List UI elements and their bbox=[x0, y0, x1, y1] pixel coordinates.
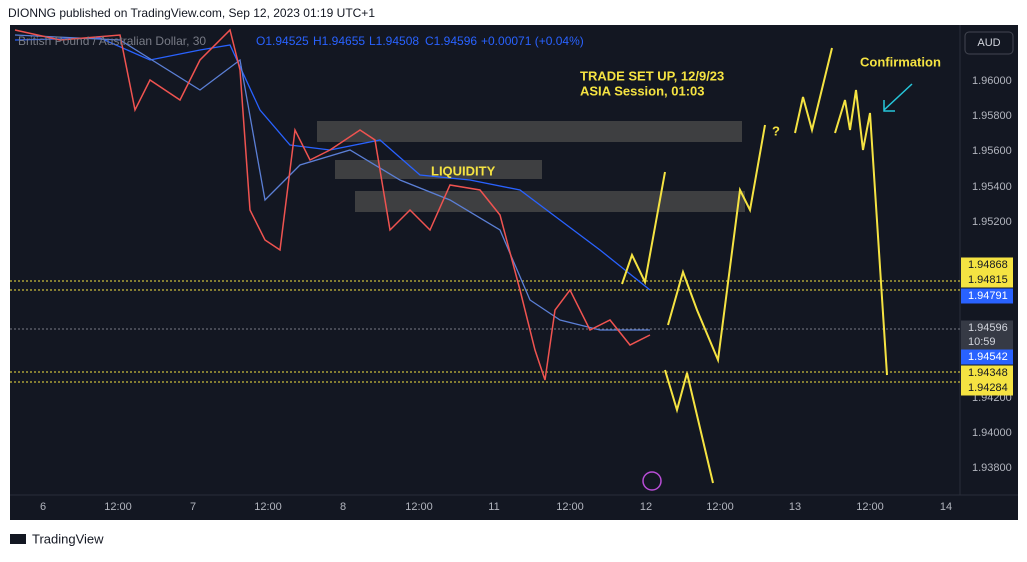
time-label: 13 bbox=[789, 501, 801, 513]
price-label: 1.93800 bbox=[972, 462, 1012, 474]
low: L1.94508 bbox=[369, 34, 419, 48]
time-label: 12:00 bbox=[706, 501, 734, 513]
time-label: 6 bbox=[40, 501, 46, 513]
chart-panel bbox=[10, 25, 1018, 520]
time-label: 8 bbox=[340, 501, 346, 513]
price-tag bbox=[961, 257, 1013, 273]
price-tag-label: 1.94791 bbox=[968, 290, 1008, 302]
time-label: 12:00 bbox=[405, 501, 433, 513]
publisher: DIONNG published on TradingView.com, Sep… bbox=[8, 6, 375, 20]
zone bbox=[355, 191, 745, 212]
time-label: 12:00 bbox=[856, 501, 884, 513]
zone bbox=[317, 121, 742, 142]
price-tag-label: 1.94348 bbox=[968, 367, 1008, 379]
time-label: 12:00 bbox=[556, 501, 584, 513]
change: +0.00071 (+0.04%) bbox=[481, 34, 584, 48]
price bbox=[14, 28, 651, 381]
annotation: Confirmation bbox=[860, 54, 941, 69]
price-tag bbox=[961, 365, 1013, 381]
price-label: 1.96000 bbox=[972, 75, 1012, 87]
time-axis: 6 12:00 7 12:00 8 12:00 11 12:00 12 12:00 13 12:00 1… bbox=[40, 501, 952, 513]
symbol-name: British Pound / Australian Dollar, 30 bbox=[18, 34, 206, 48]
projection bbox=[621, 47, 888, 484]
price-tag-label: 1.94596 bbox=[968, 322, 1008, 334]
annotation: TRADE SET UP, 12/9/23 bbox=[580, 68, 724, 83]
price-tag bbox=[961, 349, 1013, 365]
high: H1.94655 bbox=[313, 34, 365, 48]
annotation: ? bbox=[772, 123, 780, 138]
time-label: 12:00 bbox=[104, 501, 132, 513]
price-tag-label: 1.94284 bbox=[968, 382, 1008, 394]
price-label: 1.94000 bbox=[972, 427, 1012, 439]
currency-button[interactable] bbox=[964, 31, 1014, 55]
price-tag bbox=[961, 380, 1013, 396]
logo bbox=[10, 534, 26, 544]
price-tag-label: 10:59 bbox=[968, 336, 996, 348]
arrow bbox=[883, 83, 913, 111]
annotation: LIQUIDITY bbox=[431, 163, 496, 178]
price-tag-label: 1.94815 bbox=[968, 274, 1008, 286]
time-label: 11 bbox=[488, 501, 499, 513]
time-label: 12 bbox=[640, 501, 652, 513]
brand: TradingView bbox=[32, 531, 104, 546]
price-tags: 1.94868 1.94815 1.94791 1.94596 10:59 1.94542… bbox=[961, 257, 1013, 396]
close: C1.94596 bbox=[425, 34, 477, 48]
time-label: 14 bbox=[940, 501, 952, 513]
price-tag bbox=[961, 334, 1013, 350]
arrow bbox=[883, 100, 895, 112]
price-tag bbox=[961, 288, 1013, 304]
price-tag bbox=[961, 272, 1013, 288]
price-tag-label: 1.94542 bbox=[968, 351, 1008, 363]
price-tag bbox=[961, 320, 1013, 336]
currency: AUD bbox=[977, 37, 1000, 49]
price-label: 1.95600 bbox=[972, 145, 1012, 157]
price-axis: 1.960001.958001.956001.954001.952001.942… bbox=[972, 75, 1012, 474]
event-icon[interactable] bbox=[642, 471, 662, 491]
price-label: 1.95800 bbox=[972, 110, 1012, 122]
price-tag-label: 1.94868 bbox=[968, 259, 1008, 271]
annotations: TRADE SET UP, 12/9/23 ASIA Session, 01:0… bbox=[431, 54, 941, 178]
price-label: 1.95200 bbox=[972, 216, 1012, 228]
time-label: 7 bbox=[190, 501, 196, 513]
ohlc: O1.94525 H1.94655 L1.94508 C1.94596 +0.0… bbox=[256, 34, 584, 48]
zone bbox=[335, 160, 542, 179]
ma bbox=[14, 34, 650, 331]
time-label: 12:00 bbox=[254, 501, 282, 513]
annotation: ASIA Session, 01:03 bbox=[580, 83, 705, 98]
open: O1.94525 bbox=[256, 34, 309, 48]
price-label: 1.95400 bbox=[972, 181, 1012, 193]
